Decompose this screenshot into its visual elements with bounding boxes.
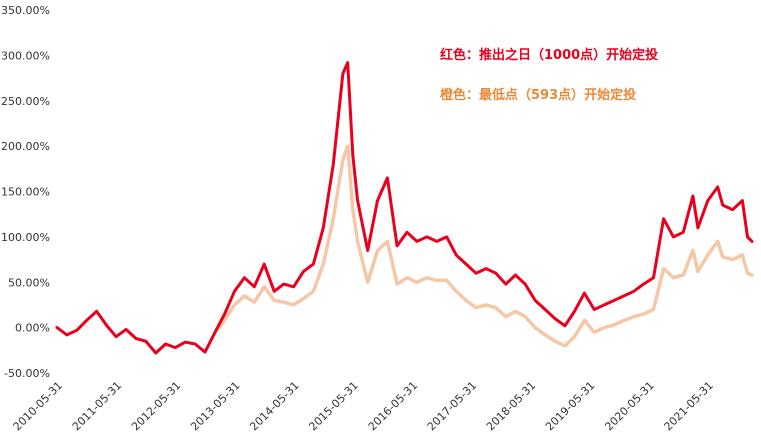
y-tick-label: 50.00% bbox=[8, 276, 50, 289]
x-tick-label: 2017-05-31 bbox=[425, 379, 479, 433]
x-tick-label: 2020-05-31 bbox=[602, 379, 656, 433]
x-tick-label: 2010-05-31 bbox=[11, 379, 65, 433]
x-tick-label: 2012-05-31 bbox=[129, 379, 183, 433]
x-tick-label: 2016-05-31 bbox=[366, 379, 420, 433]
y-tick-label: 250.00% bbox=[1, 95, 50, 108]
y-tick-label: 0.00% bbox=[15, 322, 50, 335]
y-tick-label: 350.00% bbox=[1, 4, 50, 17]
x-tick-label: 2011-05-31 bbox=[70, 379, 124, 433]
x-tick-label: 2015-05-31 bbox=[306, 379, 360, 433]
series-layer bbox=[55, 61, 754, 355]
y-axis: -50.00% 0.00% 50.00% 100.00% 150.00% 200.00% 2… bbox=[1, 4, 50, 380]
annotation-red: 红色：推出之日（1000点）开始定投 bbox=[440, 47, 658, 63]
y-tick-label: 200.00% bbox=[1, 140, 50, 153]
x-tick-label: 2013-05-31 bbox=[188, 379, 242, 433]
x-tick-label: 2021-05-31 bbox=[662, 379, 716, 433]
x-tick-label: 2018-05-31 bbox=[484, 379, 538, 433]
series-line-red bbox=[55, 61, 754, 355]
y-tick-label: 150.00% bbox=[1, 186, 50, 199]
annotation-orange: 橙色：最低点（593点）开始定投 bbox=[440, 87, 636, 103]
y-tick-label: -50.00% bbox=[4, 367, 50, 380]
series-line-orange bbox=[217, 144, 754, 348]
x-tick-label: 2014-05-31 bbox=[247, 379, 301, 433]
y-tick-label: 100.00% bbox=[1, 231, 50, 244]
x-axis: 2010-05-31 2011-05-31 2012-05-31 2013-05-31… bbox=[11, 379, 716, 433]
x-tick-label: 2019-05-31 bbox=[543, 379, 597, 433]
y-tick-label: 300.00% bbox=[1, 49, 50, 62]
